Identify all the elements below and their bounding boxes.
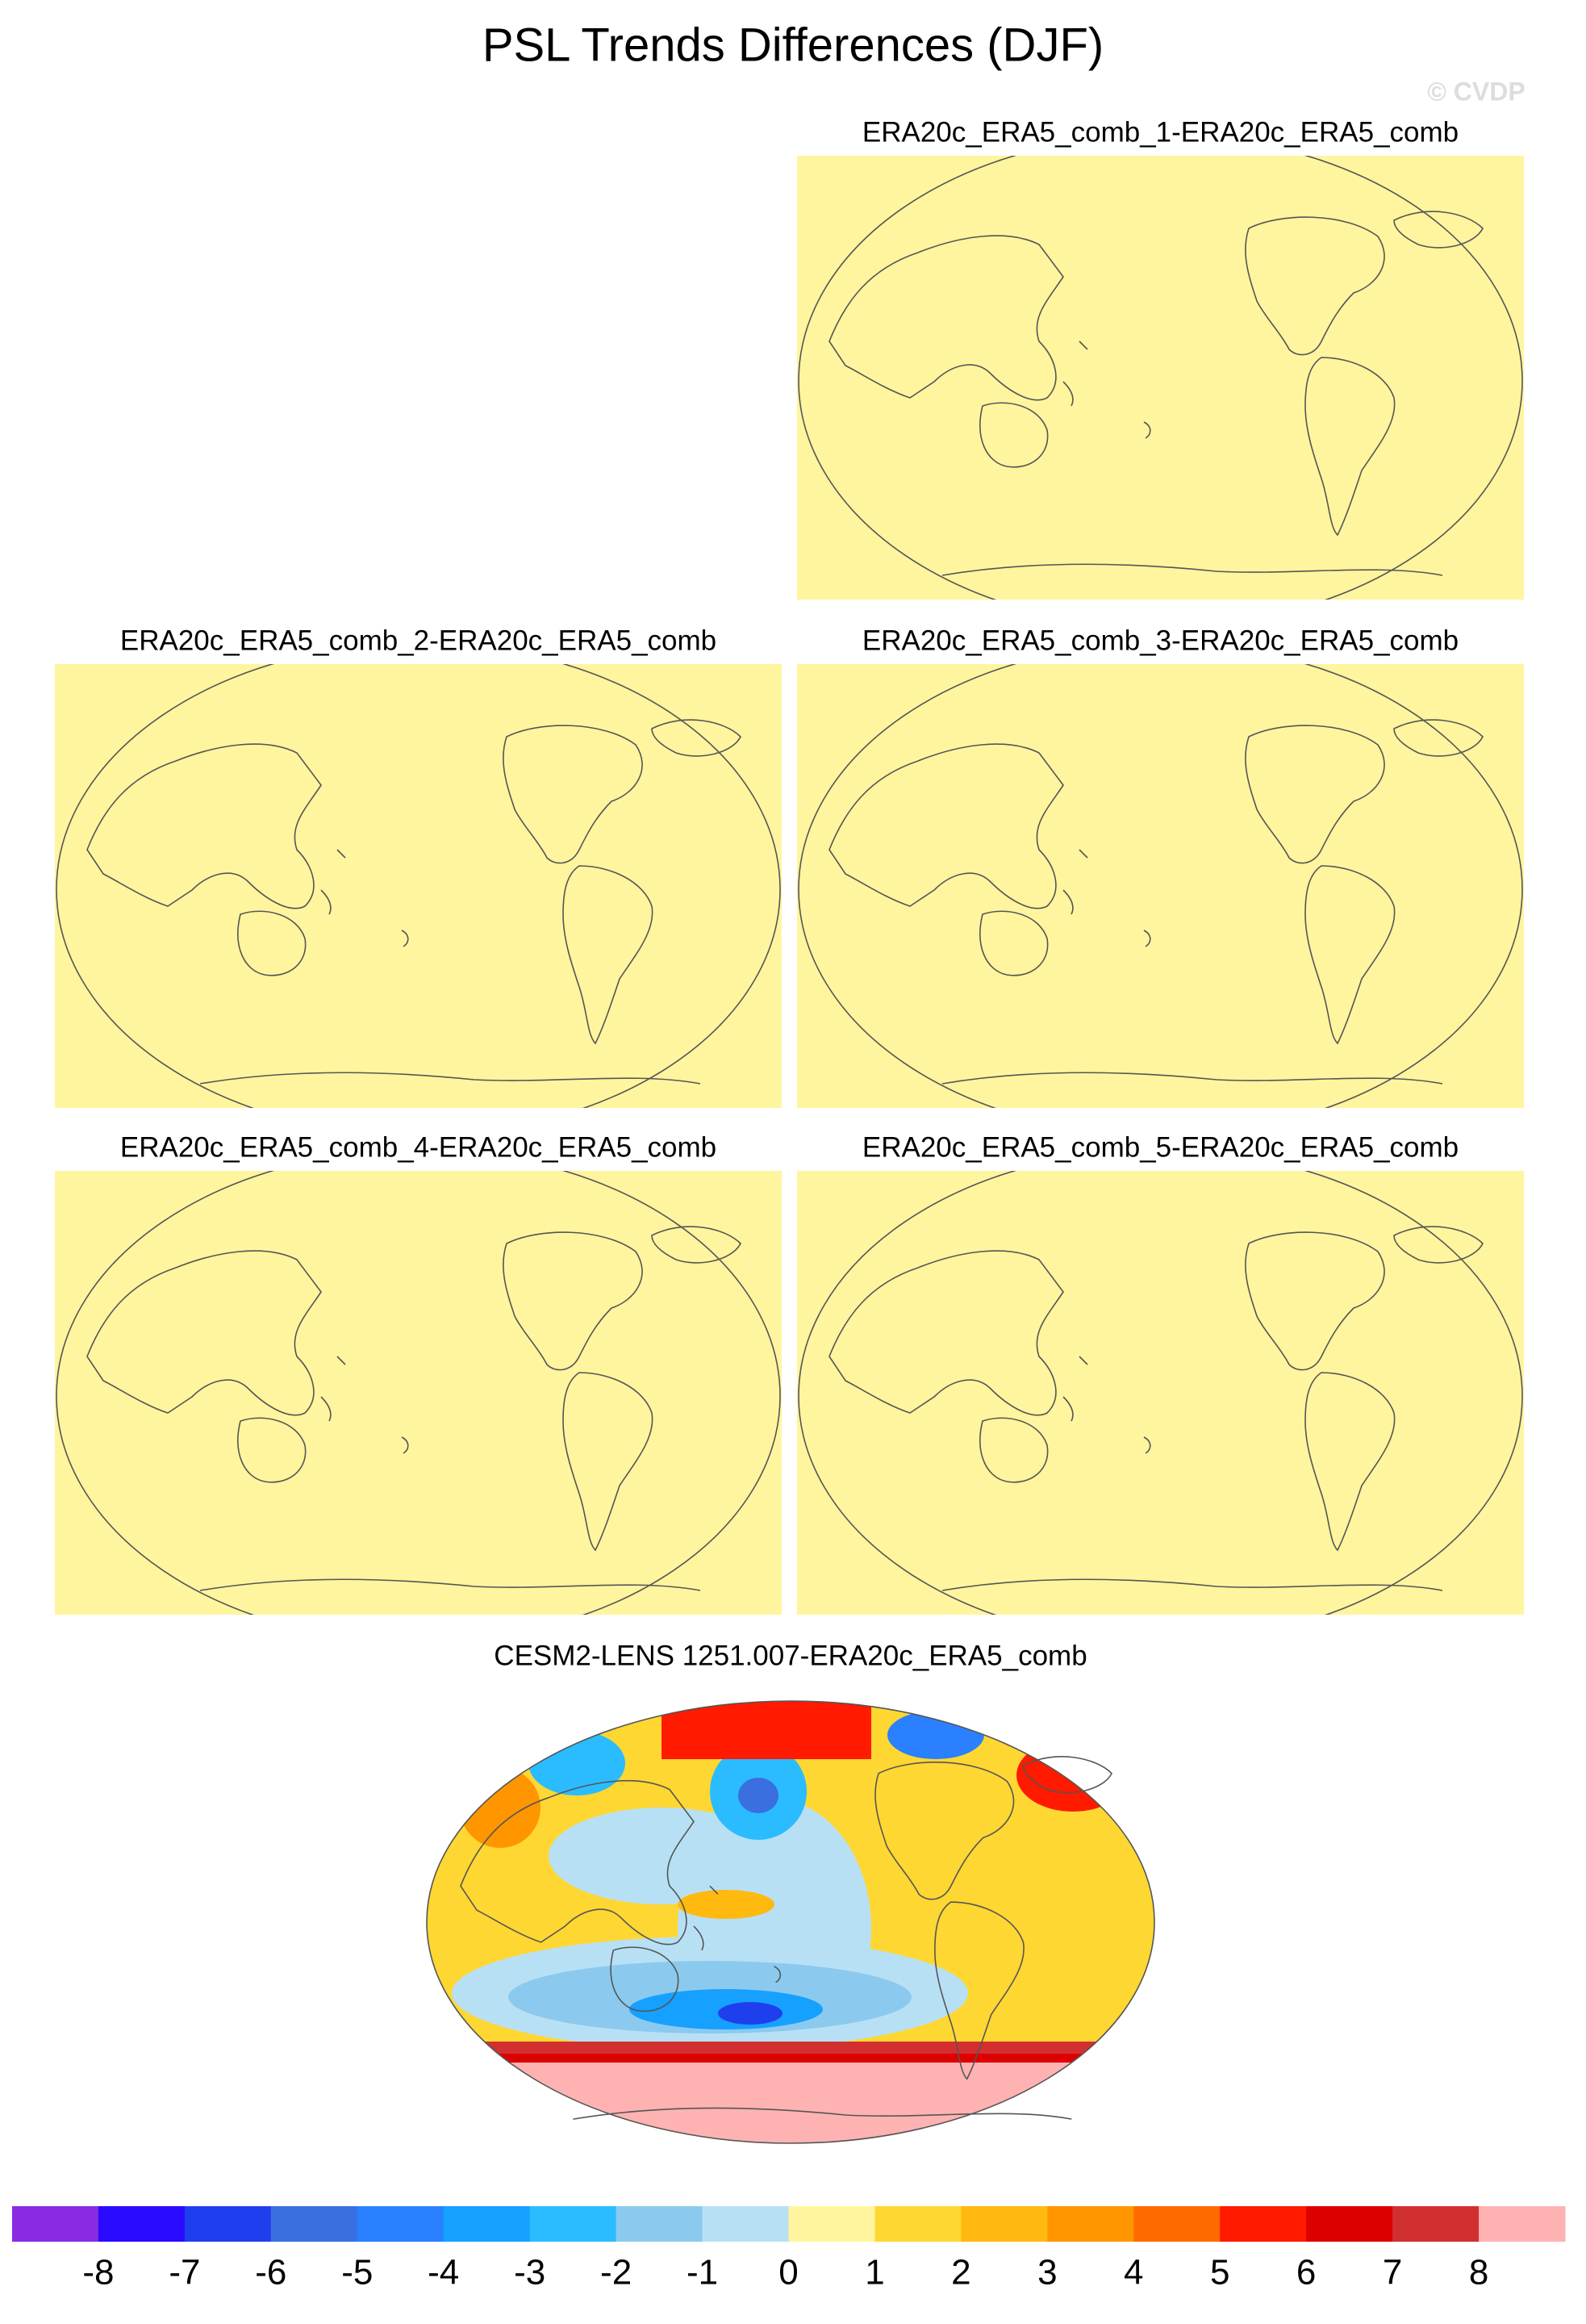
map-panel <box>797 156 1524 600</box>
anomaly-area <box>887 1711 984 1759</box>
colorbar-tick-label: -2 <box>600 2253 632 2293</box>
map-panel <box>797 664 1524 1108</box>
colorbar-box <box>788 2206 875 2242</box>
colorbar-tick-label: -7 <box>169 2253 200 2293</box>
colorbar-box <box>357 2206 444 2242</box>
map-panel <box>55 664 782 1108</box>
colorbar-tick-label: -4 <box>428 2253 459 2293</box>
colorbar-box <box>616 2206 703 2242</box>
colorbar-box <box>270 2206 358 2242</box>
panel-title: ERA20c_ERA5_comb_5-ERA20c_ERA5_comb <box>862 1131 1459 1163</box>
colorbar-box <box>1306 2206 1393 2242</box>
colorbar-box <box>961 2206 1048 2242</box>
map-outline <box>426 1700 1155 2144</box>
panel-title: CESM2-LENS 1251.007-ERA20c_ERA5_comb <box>494 1640 1087 1671</box>
colorbar-box <box>529 2206 617 2242</box>
map-outline <box>56 664 781 1108</box>
colorbar-tick-label: 1 <box>865 2253 884 2293</box>
map-outline <box>56 1171 781 1615</box>
colorbar-tick-label: -6 <box>255 2253 286 2293</box>
anomaly-area <box>738 1778 778 1813</box>
panel-title: ERA20c_ERA5_comb_2-ERA20c_ERA5_comb <box>120 625 716 656</box>
colorbar-tick-label: 6 <box>1296 2253 1316 2293</box>
map-panel <box>55 1171 782 1615</box>
colorbar-box <box>1047 2206 1134 2242</box>
colorbar-box <box>1133 2206 1221 2242</box>
anomaly-area <box>427 2063 1154 2143</box>
panel-background <box>55 1171 782 1615</box>
colorbar-box <box>702 2206 789 2242</box>
colorbar-box <box>874 2206 962 2242</box>
colorbar-tick-label: 0 <box>778 2253 798 2293</box>
map-outline <box>798 156 1523 600</box>
map-outline <box>798 1171 1523 1615</box>
panel-background <box>797 156 1524 600</box>
colorbar-tick-label: 3 <box>1037 2253 1057 2293</box>
colorbar-tick-label: 8 <box>1469 2253 1488 2293</box>
colorbar-tick-label: -3 <box>514 2253 545 2293</box>
anomaly-area <box>718 2002 783 2025</box>
panel-background <box>55 664 782 1108</box>
colorbar-tick-label: 5 <box>1210 2253 1229 2293</box>
colorbar-box <box>12 2206 99 2242</box>
map-outline <box>798 664 1523 1108</box>
watermark: © CVDP <box>1427 77 1525 106</box>
colorbar-box <box>184 2206 272 2242</box>
anomaly-area <box>528 1731 625 1795</box>
colorbar-box <box>1220 2206 1307 2242</box>
panel-title: ERA20c_ERA5_comb_4-ERA20c_ERA5_comb <box>120 1131 716 1163</box>
colorbar-tick-label: 2 <box>951 2253 970 2293</box>
panel-background <box>797 1171 1524 1615</box>
colorbar-box <box>443 2206 531 2242</box>
anomaly-map <box>427 1701 1154 2143</box>
colorbar-tick-label: -5 <box>341 2253 373 2293</box>
colorbar-tick-label: 7 <box>1383 2253 1402 2293</box>
anomaly-area <box>678 1890 774 1919</box>
anomaly-area <box>1016 1739 1129 1812</box>
panel-title: ERA20c_ERA5_comb_1-ERA20c_ERA5_comb <box>862 116 1459 148</box>
anomaly-area <box>662 1701 871 1759</box>
colorbar-box <box>98 2206 186 2242</box>
colorbar-box <box>1392 2206 1480 2242</box>
panel-title: ERA20c_ERA5_comb_3-ERA20c_ERA5_comb <box>862 625 1459 656</box>
anomaly-area <box>460 1767 540 1848</box>
panel-background <box>797 664 1524 1108</box>
colorbar-tick-label: -8 <box>82 2253 114 2293</box>
colorbar-tick-label: -1 <box>687 2253 718 2293</box>
colorbar-tick-label: 4 <box>1124 2253 1143 2293</box>
figure-title: PSL Trends Differences (DJF) <box>482 19 1104 71</box>
anomaly-area <box>427 2054 1154 2063</box>
colorbar-box <box>1479 2206 1566 2242</box>
map-panel <box>797 1171 1524 1615</box>
anomaly-area <box>549 1808 774 1904</box>
